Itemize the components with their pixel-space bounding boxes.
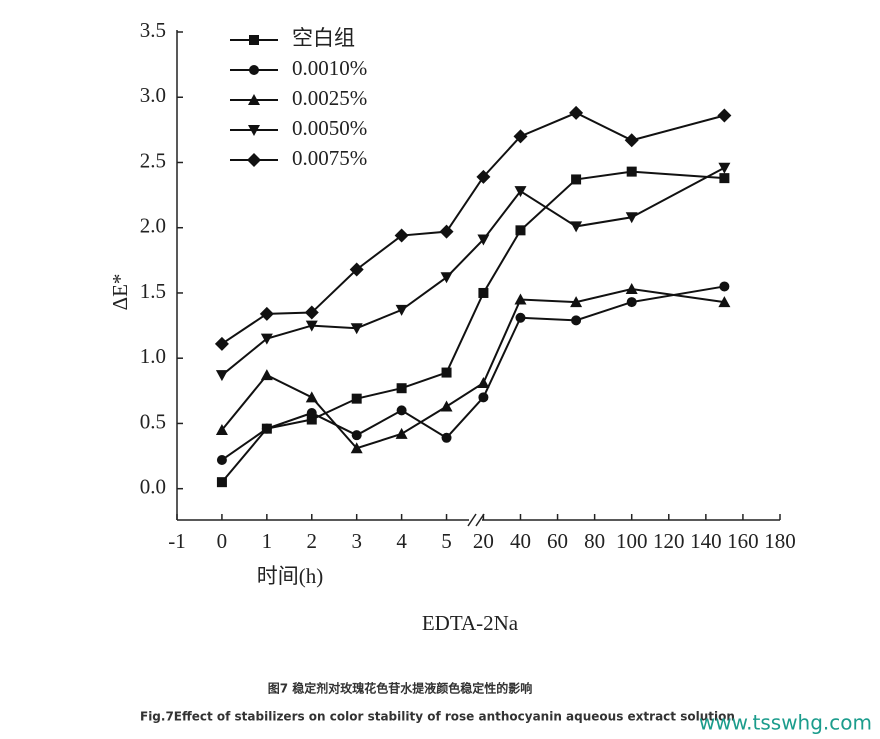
marker <box>625 212 638 224</box>
x-tick-label: 4 <box>396 529 407 553</box>
marker <box>216 477 227 488</box>
x-tick-label: 180 <box>764 529 796 553</box>
marker <box>396 405 407 416</box>
marker <box>249 35 259 45</box>
marker <box>350 442 363 454</box>
marker <box>349 262 364 277</box>
x-tick-label: 120 <box>653 529 685 553</box>
marker <box>247 153 261 167</box>
marker <box>439 224 454 239</box>
marker <box>306 414 317 425</box>
marker <box>395 304 408 316</box>
x-tick-label: 80 <box>584 529 605 553</box>
subtitle: EDTA-2Na <box>422 611 519 635</box>
y-tick-label: 3.0 <box>140 83 166 107</box>
y-tick-label: 1.0 <box>140 344 166 368</box>
marker <box>260 369 273 381</box>
marker <box>624 133 639 148</box>
y-tick-label: 3.5 <box>140 18 166 42</box>
marker <box>719 281 730 292</box>
marker <box>260 333 273 345</box>
y-tick-label: 1.5 <box>140 279 166 303</box>
x-tick-label: 2 <box>307 529 318 553</box>
marker <box>248 94 260 105</box>
marker <box>259 306 274 321</box>
x-tick-label: 40 <box>510 529 531 553</box>
y-tick-label: 2.0 <box>140 214 166 238</box>
axis-break <box>467 513 477 527</box>
marker <box>261 423 272 434</box>
y-tick-label: 0.0 <box>140 474 166 498</box>
x-axis-label: 时间(h) <box>257 564 324 588</box>
marker <box>350 323 363 335</box>
marker <box>351 393 362 404</box>
marker <box>396 383 407 394</box>
marker <box>249 65 259 75</box>
marker <box>515 225 526 236</box>
marker <box>214 336 229 351</box>
marker <box>440 400 453 412</box>
y-axis-label: ΔE* <box>108 274 132 311</box>
marker <box>718 296 731 308</box>
x-tick-label: 3 <box>351 529 362 553</box>
x-tick-label: 100 <box>616 529 648 553</box>
marker <box>441 367 452 378</box>
x-tick-label: 5 <box>441 529 452 553</box>
marker <box>514 186 527 198</box>
marker <box>626 166 637 177</box>
y-tick-label: 0.5 <box>140 409 166 433</box>
x-tick-label: 0 <box>217 529 228 553</box>
x-tick-label: 160 <box>727 529 759 553</box>
marker <box>478 392 489 403</box>
x-tick-label: 1 <box>262 529 273 553</box>
marker <box>216 454 227 465</box>
marker <box>513 129 528 144</box>
x-tick-label: 20 <box>473 529 494 553</box>
series-line <box>221 166 725 376</box>
marker <box>351 430 362 441</box>
marker <box>478 287 489 298</box>
marker <box>306 408 317 419</box>
marker <box>395 427 408 439</box>
marker <box>571 174 582 185</box>
marker <box>304 305 319 320</box>
marker <box>248 125 260 136</box>
marker <box>718 162 731 174</box>
marker <box>477 234 490 246</box>
marker <box>569 105 584 120</box>
marker <box>625 283 638 295</box>
marker <box>570 221 583 233</box>
legend-label: 空白组 <box>292 26 355 50</box>
series-line <box>221 170 725 483</box>
legend-label: 0.0010% <box>292 56 367 80</box>
watermark: www.tsswhg.com <box>699 711 872 735</box>
marker <box>215 370 228 382</box>
x-tick-label: 60 <box>547 529 568 553</box>
marker <box>719 173 730 184</box>
marker <box>441 432 452 443</box>
x-tick-label: 140 <box>690 529 722 553</box>
marker <box>215 423 228 435</box>
marker <box>717 108 732 123</box>
x-tick-label: -1 <box>168 529 186 553</box>
marker <box>571 315 582 326</box>
marker <box>514 293 527 305</box>
legend-label: 0.0075% <box>292 146 367 170</box>
marker <box>305 320 318 332</box>
caption-cn: 图7 稳定剂对玫瑰花色苷水提液颜色稳定性的影响 <box>268 681 533 696</box>
marker <box>626 297 637 308</box>
marker <box>305 391 318 403</box>
caption-en: Fig.7Effect of stabilizers on color stab… <box>140 710 735 724</box>
legend-label: 0.0050% <box>292 116 367 140</box>
marker <box>515 312 526 323</box>
legend-label: 0.0025% <box>292 86 367 110</box>
marker <box>477 376 490 388</box>
y-tick-label: 2.5 <box>140 148 166 172</box>
marker <box>476 169 491 184</box>
marker <box>570 296 583 308</box>
marker <box>440 272 453 284</box>
marker <box>394 228 409 243</box>
